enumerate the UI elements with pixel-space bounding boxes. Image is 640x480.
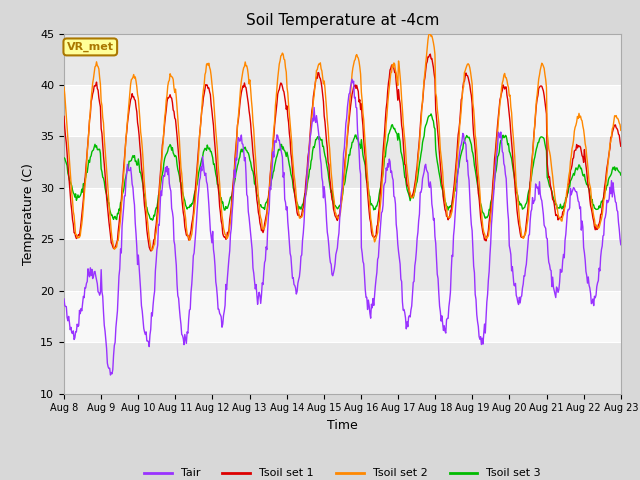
Bar: [64, 188, 621, 240]
Y-axis label: Temperature (C): Temperature (C): [22, 163, 35, 264]
Text: VR_met: VR_met: [67, 42, 114, 52]
Bar: [64, 291, 621, 342]
Bar: [64, 85, 621, 136]
Title: Soil Temperature at -4cm: Soil Temperature at -4cm: [246, 13, 439, 28]
Bar: [64, 34, 621, 85]
Bar: [64, 136, 621, 188]
Bar: [64, 240, 621, 291]
Legend: Tair, Tsoil set 1, Tsoil set 2, Tsoil set 3: Tair, Tsoil set 1, Tsoil set 2, Tsoil se…: [140, 464, 545, 480]
Bar: [64, 342, 621, 394]
X-axis label: Time: Time: [327, 419, 358, 432]
